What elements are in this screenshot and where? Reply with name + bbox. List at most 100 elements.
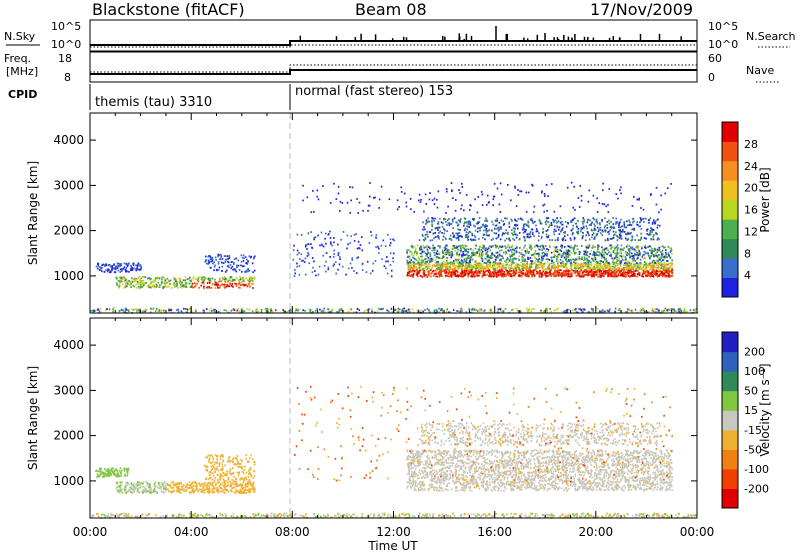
heatmap-cell (505, 275, 507, 277)
heatmap-cell (554, 267, 557, 270)
heatmap-cell (514, 219, 517, 222)
heatmap-cell (240, 308, 243, 311)
heatmap-cell (417, 275, 419, 278)
heatmap-cell (610, 253, 612, 256)
heatmap-cell (582, 232, 584, 234)
heatmap-cell (671, 271, 673, 274)
heatmap-cell (625, 237, 627, 240)
heatmap-cell (511, 267, 514, 270)
heatmap-cell (623, 221, 625, 223)
heatmap-cell (455, 260, 458, 263)
heatmap-cell (493, 270, 496, 273)
heatmap-cell (461, 182, 463, 185)
heatmap-cell (477, 266, 480, 268)
heatmap-cell (126, 270, 129, 273)
heatmap-cell (615, 193, 618, 195)
heatmap-cell (242, 284, 245, 286)
heatmap-cell (217, 262, 220, 265)
heatmap-cell (244, 270, 246, 273)
heatmap-cell (217, 311, 219, 314)
heatmap-cell (119, 271, 121, 273)
heatmap-cell (218, 266, 221, 269)
heatmap-cell (635, 253, 637, 256)
heatmap-cell (564, 310, 567, 312)
heatmap-cell (636, 258, 638, 260)
heatmap-cell (564, 221, 567, 223)
heatmap-cell (455, 259, 458, 261)
heatmap-cell (491, 257, 493, 259)
heatmap-cell (588, 256, 590, 258)
heatmap-cell (511, 309, 513, 311)
heatmap-cell (231, 265, 234, 268)
heatmap-cell (429, 265, 431, 268)
heatmap-cell (445, 266, 447, 269)
heatmap-cell (598, 228, 600, 231)
heatmap-cell (522, 269, 524, 272)
heatmap-cell (662, 258, 665, 261)
heatmap-cell (142, 284, 145, 287)
heatmap-cell (557, 307, 559, 310)
heatmap-cell (620, 218, 622, 221)
heatmap-cell (155, 283, 158, 286)
heatmap-cell (496, 187, 499, 190)
heatmap-cell (558, 271, 561, 274)
heatmap-cell (190, 286, 192, 288)
heatmap-cell (580, 269, 582, 272)
heatmap-cell (443, 228, 445, 231)
heatmap-cell (131, 277, 133, 280)
heatmap-cell (636, 234, 638, 237)
heatmap-cell (139, 308, 141, 311)
heatmap-cell (608, 233, 610, 235)
heatmap-cell (460, 264, 462, 267)
heatmap-cell (469, 231, 472, 234)
heatmap-cell (560, 269, 562, 272)
heatmap-cell (648, 221, 650, 224)
heatmap-cell (614, 273, 617, 276)
heatmap-cell (656, 266, 658, 269)
heatmap-cell (140, 277, 142, 280)
heatmap-cell (597, 265, 599, 267)
heatmap-cell (431, 225, 433, 228)
heatmap-cell (436, 198, 438, 201)
heatmap-cell (437, 256, 439, 259)
heatmap-cell (575, 311, 578, 314)
heatmap-cell (441, 225, 444, 228)
heatmap-cell (557, 266, 560, 268)
heatmap-cell (612, 230, 615, 233)
heatmap-cell (621, 273, 624, 275)
heatmap-cell (184, 285, 186, 288)
heatmap-cell (531, 275, 533, 278)
heatmap-cell (603, 262, 605, 265)
heatmap-cell (467, 248, 470, 251)
heatmap-cell (242, 265, 244, 268)
heatmap-cell (674, 310, 676, 312)
heatmap-cell (626, 254, 628, 257)
heatmap-cell (316, 195, 319, 198)
heatmap-cell (459, 261, 461, 264)
heatmap-cell (585, 265, 588, 268)
heatmap-cell (453, 217, 456, 220)
heatmap-cell (566, 267, 568, 269)
heatmap-cell (515, 205, 518, 207)
heatmap-cell (586, 260, 588, 262)
heatmap-cell (603, 248, 606, 251)
heatmap-cell (528, 275, 530, 278)
heatmap-cell (272, 310, 274, 313)
heatmap-cell (662, 245, 665, 247)
heatmap-cell (607, 270, 609, 272)
heatmap-cell (592, 311, 595, 314)
heatmap-cell (207, 259, 210, 262)
heatmap-cell (616, 269, 619, 272)
heatmap-cell (335, 198, 338, 200)
heatmap-cell (468, 266, 471, 269)
heatmap-cell (456, 310, 458, 312)
heatmap-cell (149, 278, 151, 281)
heatmap-cell (495, 251, 498, 254)
heatmap-cell (660, 208, 662, 211)
heatmap-cell (424, 309, 426, 311)
heatmap-cell (651, 221, 654, 224)
heatmap-cell (637, 239, 640, 242)
heatmap-cell (429, 311, 431, 314)
heatmap-cell (654, 222, 656, 225)
heatmap-cell (491, 262, 494, 265)
